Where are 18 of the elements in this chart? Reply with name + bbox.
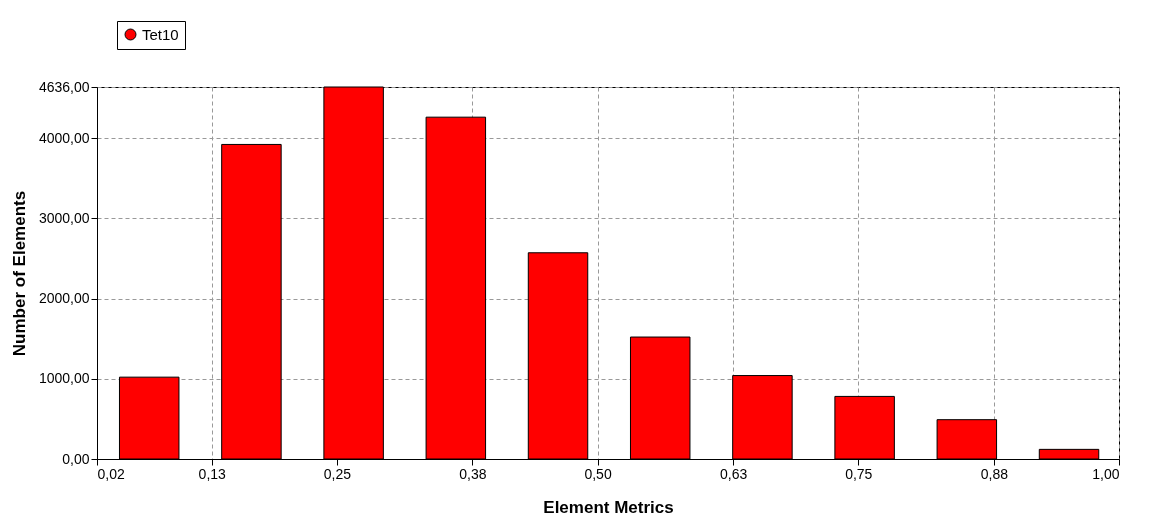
x-tick-label: 0,63: [720, 465, 748, 482]
legend-label: Tet10: [142, 25, 179, 43]
x-tick-label: 0,88: [980, 465, 1009, 482]
y-tick-label: 3000,00: [38, 209, 90, 226]
x-tick-label: 0,50: [584, 465, 612, 482]
x-tick-label: 0,13: [198, 465, 227, 482]
y-tick-label: 1000,00: [38, 370, 90, 387]
x-tick-label: 1,00: [1092, 465, 1120, 482]
x-tick-label: 0,25: [323, 465, 352, 482]
y-tick-label: 2000,00: [38, 290, 90, 307]
x-axis-title: Element Metrics: [543, 497, 674, 517]
y-tick-label: 4000,00: [38, 129, 90, 146]
y-axis-title: Number of Elements: [9, 190, 29, 357]
y-tick-label: 4636,00: [38, 78, 90, 95]
y-tick-label: 0,00: [62, 450, 90, 467]
x-tick-label: 0,75: [845, 465, 873, 482]
x-tick-label: 0,02: [97, 465, 125, 482]
x-tick-label: 0,38: [459, 465, 487, 482]
